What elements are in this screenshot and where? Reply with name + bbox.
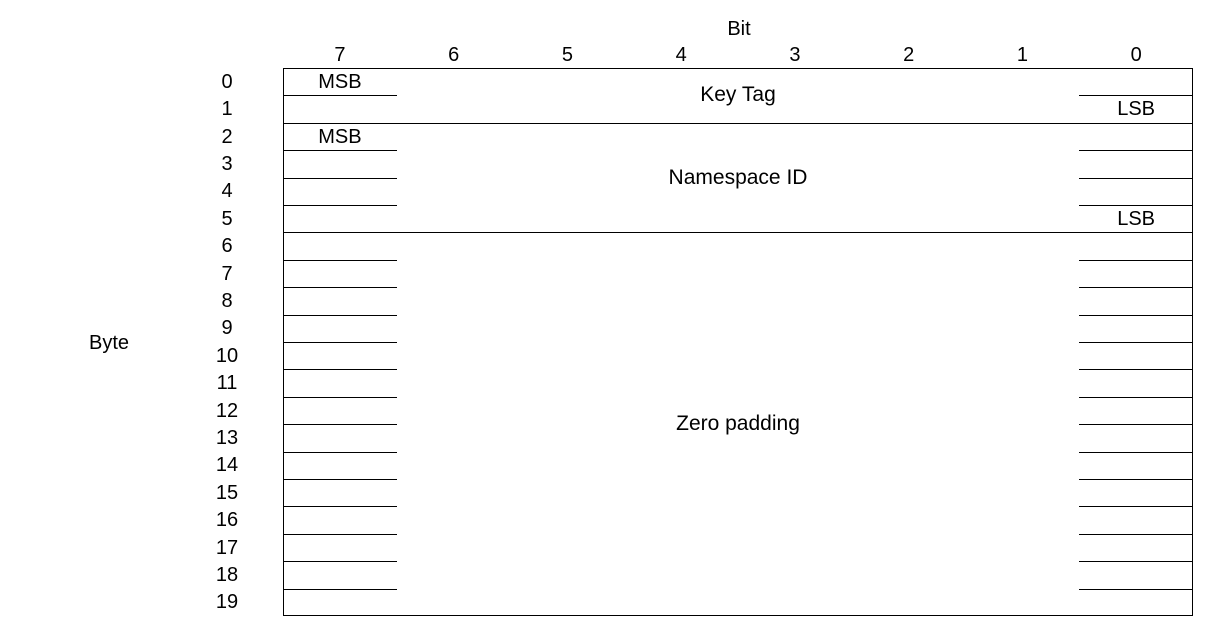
byte-number: 15: [215, 481, 239, 504]
lsb-label: LSB: [1117, 98, 1156, 121]
byte-number: 13: [215, 426, 239, 449]
byte-row-line: [283, 589, 397, 590]
byte-number: 6: [221, 235, 233, 258]
byte-row-line: [1079, 260, 1193, 261]
byte-row-line: [283, 452, 397, 453]
byte-row-line: [1079, 205, 1193, 206]
field-boundary-line: [283, 123, 1193, 124]
byte-row-line: [1079, 369, 1193, 370]
bit-number: 4: [675, 44, 687, 66]
bit-number: 7: [334, 44, 346, 66]
byte-row-line: [283, 150, 397, 151]
byte-number: 1: [221, 98, 233, 121]
msb-label: MSB: [318, 70, 362, 93]
byte-row-line: [283, 315, 397, 316]
bit-number: 2: [903, 44, 915, 66]
byte-row-line: [1079, 534, 1193, 535]
byte-row-line: [283, 260, 397, 261]
byte-row-line: [1079, 589, 1193, 590]
byte-number: 3: [221, 152, 233, 175]
byte-number: 10: [215, 344, 239, 367]
byte-number: 8: [221, 289, 233, 312]
byte-row-line: [283, 287, 397, 288]
byte-number: 12: [215, 399, 239, 422]
byte-row-line: [283, 95, 397, 96]
byte-row-line: [1079, 397, 1193, 398]
byte-row-line: [1079, 506, 1193, 507]
byte-row-line: [283, 205, 397, 206]
byte-row-line: [283, 178, 397, 179]
byte-number: 16: [215, 509, 239, 532]
byte-row-line: [1079, 178, 1193, 179]
byte-number: 0: [221, 70, 233, 93]
msb-label: MSB: [318, 125, 362, 148]
byte-number: 5: [221, 207, 233, 230]
bit-number: 5: [561, 44, 573, 66]
field-name: Key Tag: [700, 83, 776, 107]
byte-row-line: [1079, 452, 1193, 453]
byte-row-line: [283, 534, 397, 535]
field-boundary-line: [283, 232, 1193, 233]
byte-number: 17: [215, 536, 239, 559]
byte-number: 11: [216, 372, 238, 395]
byte-row-line: [1079, 315, 1193, 316]
field-name: Namespace ID: [668, 165, 808, 189]
field-name: Zero padding: [676, 412, 800, 436]
byte-row-line: [1079, 95, 1193, 96]
byte-row-line: [283, 369, 397, 370]
byte-row-line: [283, 342, 397, 343]
byte-row-line: [283, 561, 397, 562]
byte-row-line: [283, 424, 397, 425]
byte-number: 4: [221, 180, 233, 203]
bit-axis-title: Bit: [727, 18, 751, 40]
byte-row-line: [1079, 479, 1193, 480]
byte-number: 2: [221, 125, 233, 148]
byte-row-line: [1079, 342, 1193, 343]
bit-number: 0: [1130, 44, 1142, 66]
byte-number: 19: [215, 591, 239, 614]
byte-layout-table: [283, 68, 1193, 616]
byte-row-line: [283, 506, 397, 507]
byte-number: 7: [221, 262, 233, 285]
byte-row-line: [1079, 150, 1193, 151]
lsb-label: LSB: [1117, 207, 1156, 230]
byte-number: 9: [221, 317, 233, 340]
byte-row-line: [1079, 424, 1193, 425]
byte-axis-title: Byte: [89, 332, 130, 354]
byte-number: 18: [215, 563, 239, 586]
byte-row-line: [283, 397, 397, 398]
byte-row-line: [1079, 561, 1193, 562]
byte-row-line: [1079, 287, 1193, 288]
bit-number: 1: [1016, 44, 1028, 66]
bit-number: 6: [448, 44, 460, 66]
byte-row-line: [283, 479, 397, 480]
byte-number: 14: [215, 454, 239, 477]
bit-number: 3: [789, 44, 801, 66]
